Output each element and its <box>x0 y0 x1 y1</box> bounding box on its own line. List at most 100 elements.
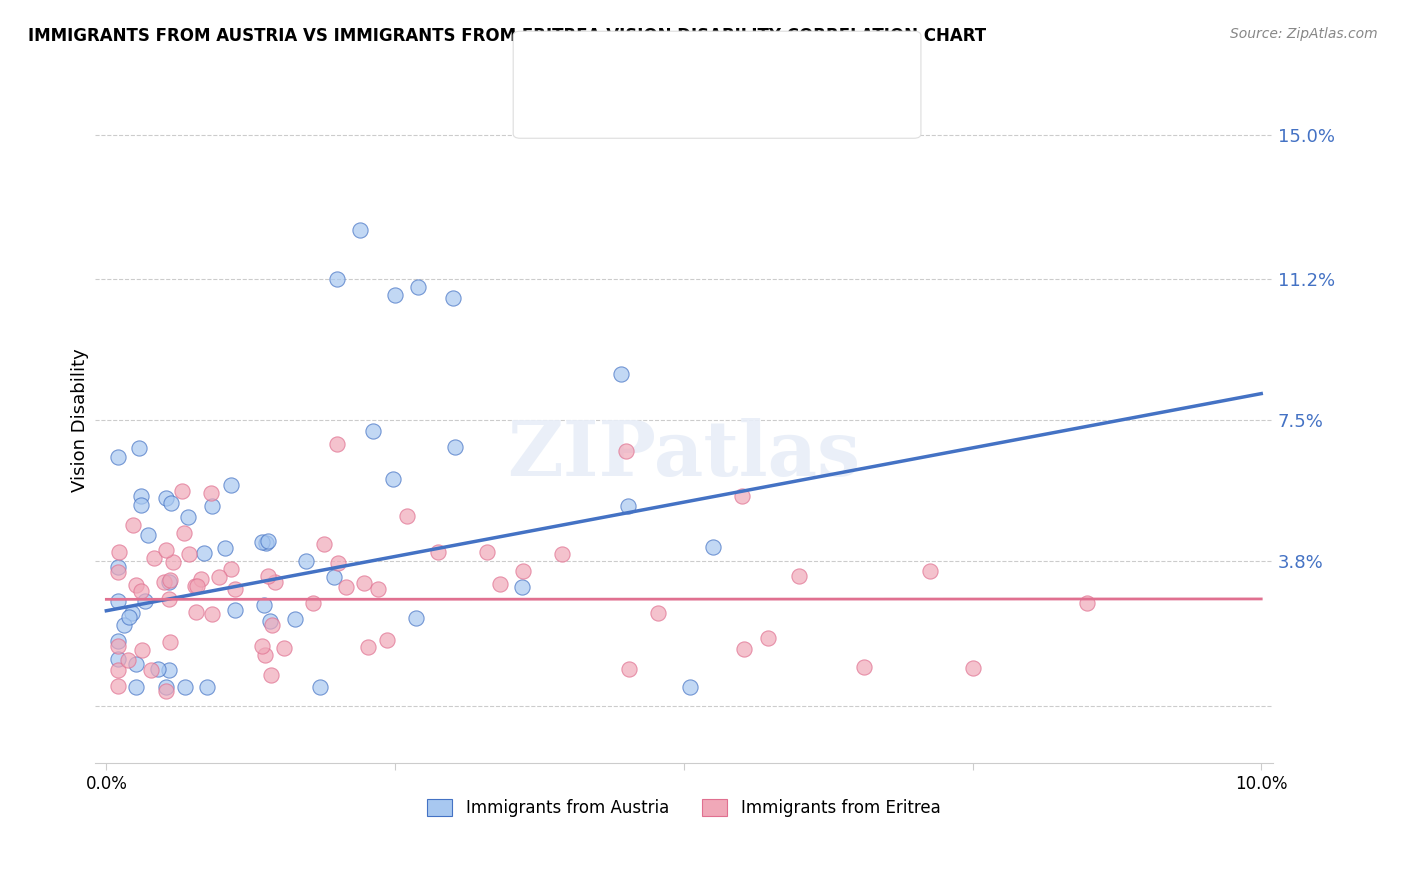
Point <box>367 582 389 596</box>
Point <box>118 610 141 624</box>
Point <box>107 545 129 559</box>
Text: R =  0.003   N = 64: R = 0.003 N = 64 <box>555 95 731 113</box>
Point <box>125 680 148 694</box>
Point <box>406 280 429 294</box>
Point <box>148 662 170 676</box>
Point <box>155 684 177 698</box>
Point <box>159 573 181 587</box>
Point <box>262 617 284 632</box>
Point <box>107 639 129 653</box>
Point <box>107 594 129 608</box>
Point <box>190 573 212 587</box>
Point <box>614 443 637 458</box>
Point <box>381 472 404 486</box>
Point <box>155 543 177 558</box>
Point <box>441 292 464 306</box>
Point <box>139 664 162 678</box>
Point <box>273 641 295 656</box>
Point <box>510 581 533 595</box>
Point <box>259 614 281 628</box>
Point <box>177 547 200 561</box>
Point <box>121 606 143 620</box>
Point <box>136 528 159 542</box>
Y-axis label: Vision Disability: Vision Disability <box>72 349 89 492</box>
Point <box>107 663 129 677</box>
Point <box>443 441 465 455</box>
Point <box>107 652 129 666</box>
Point <box>153 575 176 590</box>
Point <box>250 639 273 653</box>
Point <box>129 489 152 503</box>
Point <box>384 287 406 301</box>
Point <box>326 272 349 286</box>
Point <box>143 551 166 566</box>
Point <box>260 667 283 681</box>
Point <box>129 583 152 598</box>
Point <box>295 554 318 568</box>
Point <box>174 680 197 694</box>
Point <box>176 510 198 524</box>
Point <box>283 612 305 626</box>
Point <box>853 659 876 673</box>
Point <box>702 540 724 554</box>
Point <box>112 618 135 632</box>
Point <box>131 643 153 657</box>
Point <box>155 680 177 694</box>
Point <box>353 576 375 591</box>
Point <box>335 580 357 594</box>
Point <box>550 547 572 561</box>
Point <box>405 611 427 625</box>
Point <box>326 436 349 450</box>
Point <box>610 368 633 382</box>
Point <box>375 632 398 647</box>
Point <box>162 555 184 569</box>
Point <box>312 537 335 551</box>
Point <box>512 565 534 579</box>
Point <box>195 680 218 694</box>
Point <box>357 640 380 655</box>
Point <box>107 634 129 648</box>
Point <box>201 607 224 622</box>
Point <box>208 570 231 584</box>
Point <box>125 657 148 671</box>
Point <box>201 500 224 514</box>
Point <box>250 535 273 549</box>
Point <box>221 478 243 492</box>
Point <box>219 562 242 576</box>
Point <box>257 534 280 549</box>
Point <box>128 441 150 455</box>
Point <box>349 223 371 237</box>
Point <box>426 545 449 559</box>
Point <box>134 593 156 607</box>
Point <box>1076 596 1098 610</box>
Point <box>730 490 752 504</box>
Point <box>173 526 195 541</box>
Point <box>224 582 246 596</box>
Text: ZIPatlas: ZIPatlas <box>508 417 860 491</box>
Point <box>489 577 512 591</box>
Point <box>214 541 236 555</box>
Point <box>308 680 330 694</box>
Point <box>184 605 207 619</box>
Point <box>254 648 277 662</box>
Point <box>619 662 641 676</box>
Point <box>323 570 346 584</box>
Point <box>107 679 129 693</box>
Point <box>107 559 129 574</box>
Point <box>186 579 208 593</box>
Point <box>117 653 139 667</box>
Point <box>193 546 215 560</box>
Point <box>475 545 498 559</box>
Point <box>200 485 222 500</box>
Point <box>122 517 145 532</box>
Point <box>647 606 669 620</box>
Legend: Immigrants from Austria, Immigrants from Eritrea: Immigrants from Austria, Immigrants from… <box>420 792 948 823</box>
Point <box>125 578 148 592</box>
Point <box>361 424 384 438</box>
Point <box>301 596 323 610</box>
Point <box>617 500 640 514</box>
Point <box>256 568 278 582</box>
Point <box>733 642 755 657</box>
Point <box>107 450 129 464</box>
Point <box>254 536 277 550</box>
